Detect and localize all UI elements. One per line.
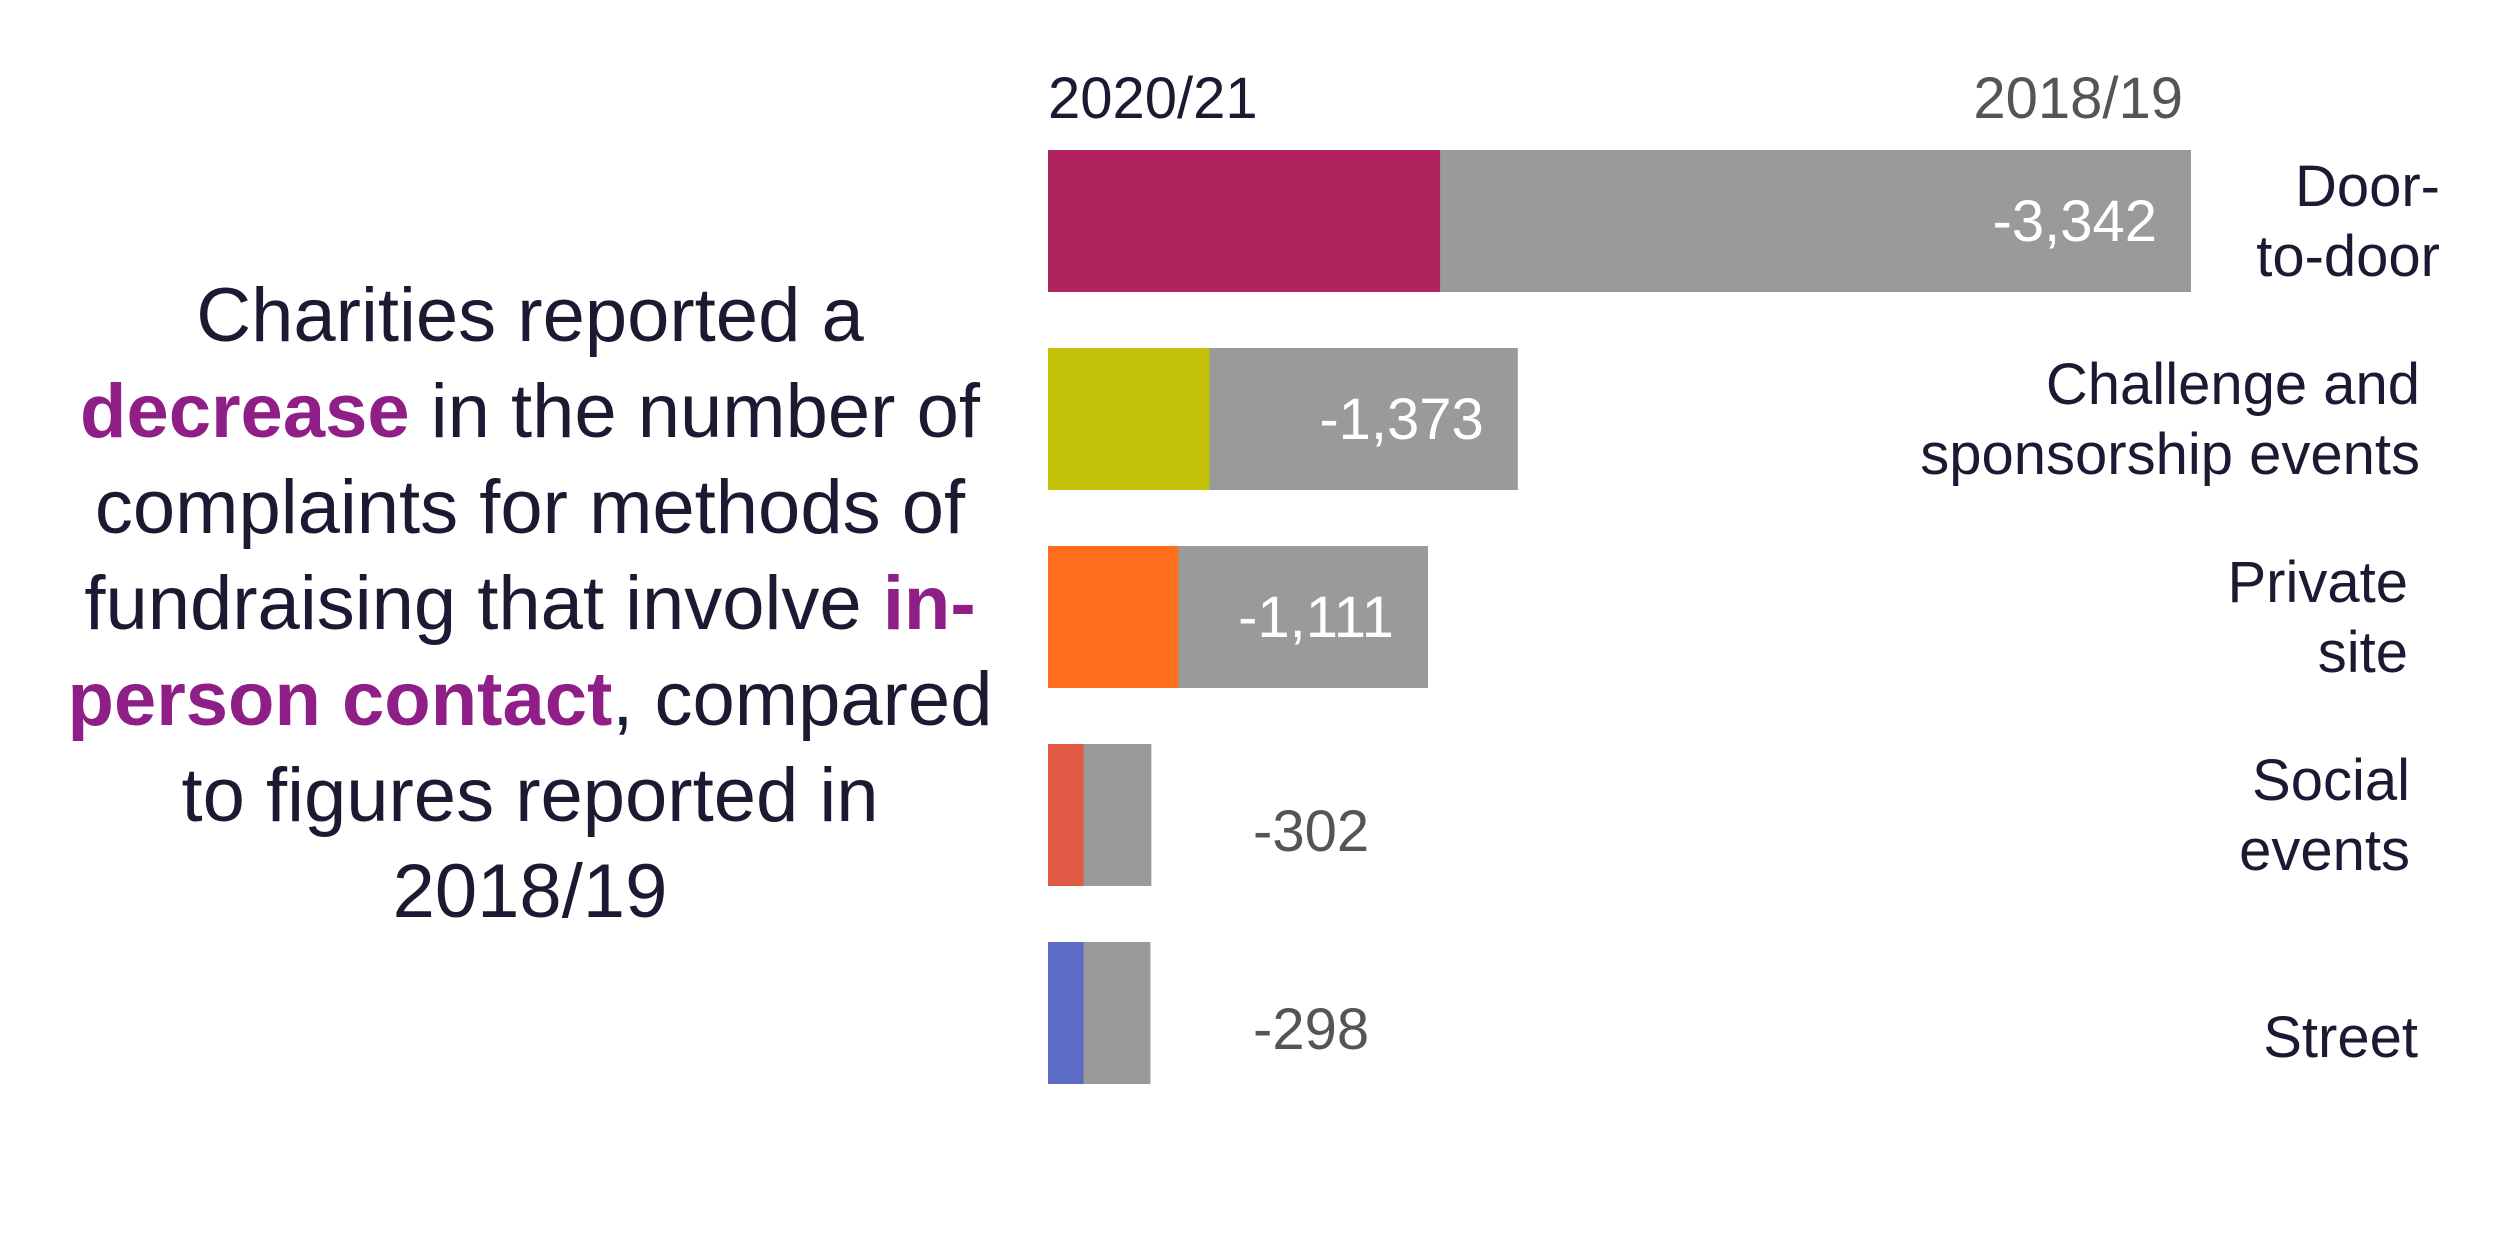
headline-part-3: , compared to figures reported in 2018/1… (181, 657, 993, 934)
bar-2020-21-0 (1048, 150, 1441, 292)
category-label-2: Private site (2227, 550, 2408, 685)
headline-part-2: in the number of complaints for methods … (84, 369, 980, 646)
headline-part-1: Charities reported a (196, 273, 864, 358)
category-label-0: Door-to-door (2256, 154, 2440, 289)
difference-label-2: -1,111 (1238, 585, 1394, 650)
legend-2020-21: 2020/21 (1048, 66, 1258, 131)
category-label-4: Street (2263, 1005, 2418, 1070)
category-label-3: Social events (2239, 748, 2410, 883)
bar-2020-21-2 (1048, 546, 1179, 688)
bar-2020-21-4 (1048, 942, 1084, 1084)
bars-group: -3,342 Door-to-door -1,373 Challenge and spo… (1048, 150, 2440, 1084)
bar-2020-21-1 (1048, 348, 1210, 490)
headline-text: Charities reported a decrease in the num… (40, 268, 1020, 940)
bar-2020-21-3 (1048, 744, 1084, 886)
difference-label-0: -3,342 (1993, 189, 2157, 254)
category-label-1: Challenge and sponsorship events (1920, 352, 2420, 487)
difference-label-3: -302 (1253, 799, 1369, 864)
difference-label-4: -298 (1253, 997, 1369, 1062)
headline-highlight-in-person: in-person contact (67, 561, 976, 742)
legend-2018-19: 2018/19 (1973, 66, 2183, 131)
difference-label-1: -1,373 (1319, 387, 1483, 452)
headline-highlight-decrease: decrease (80, 369, 410, 454)
